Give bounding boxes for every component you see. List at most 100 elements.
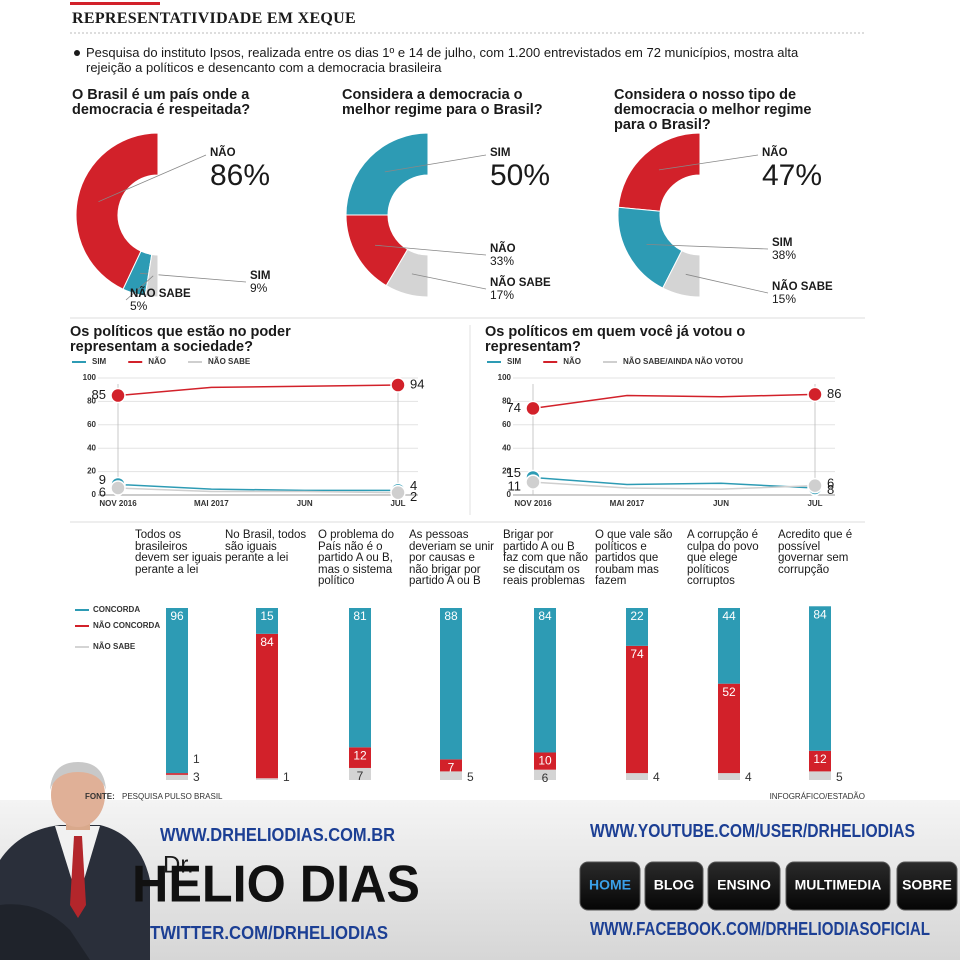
data-label: 12	[353, 748, 367, 762]
leader-line	[646, 243, 769, 250]
endpoint-marker	[390, 377, 406, 393]
bar-segment	[534, 769, 556, 780]
endpoint-marker	[525, 474, 541, 490]
y-tick-label: 20	[87, 467, 96, 476]
data-label: 8	[827, 482, 834, 497]
value-label: 17%	[490, 288, 514, 302]
y-tick-label: 40	[87, 443, 96, 452]
nav-label[interactable]: SOBRE	[902, 877, 952, 893]
nav-button[interactable]	[579, 861, 641, 911]
bar-segment	[809, 606, 831, 751]
data-label: 88	[444, 609, 458, 623]
category-label: No Brasil, todos são iguais perante a le…	[225, 529, 307, 564]
y-tick-label: 60	[87, 420, 96, 429]
bar-segment	[440, 771, 462, 780]
x-tick-label: JUL	[390, 499, 406, 508]
donut-segment	[662, 249, 701, 298]
category-label: NÃO	[490, 242, 516, 255]
nav-button[interactable]	[785, 861, 891, 911]
y-tick-label: 60	[502, 420, 511, 429]
data-label: 74	[630, 647, 644, 661]
data-label: 11	[508, 479, 522, 494]
portrait	[0, 762, 150, 960]
x-tick-label: MAI 2017	[609, 499, 645, 508]
category-label: Acredito que é possível governar sem cor…	[778, 529, 853, 576]
data-label: 2	[410, 489, 417, 504]
x-tick-label: NOV 2016	[99, 499, 137, 508]
category-label: As pessoas deveriam se unir por causas e…	[409, 529, 495, 587]
nav-label[interactable]: BLOG	[654, 877, 695, 893]
legend-label: NÃO	[148, 357, 166, 366]
bar-segment	[349, 747, 371, 768]
line-series	[117, 483, 398, 492]
category-label: O problema do País não é o partido A ou …	[318, 529, 395, 587]
category-label: NÃO SABE	[772, 280, 833, 293]
endpoint-marker	[525, 400, 541, 417]
donut-segment	[144, 253, 159, 298]
data-label: 7	[357, 769, 364, 783]
value-label: 9%	[250, 281, 268, 295]
donut-title: Considera o nosso tipo de democracia o m…	[614, 87, 812, 133]
category-label: Brigar por partido A ou B faz com que nã…	[503, 529, 589, 587]
category-label: SIM	[250, 270, 270, 282]
data-label: 6	[99, 484, 106, 499]
line-series	[117, 384, 399, 397]
source-text: PESQUISA PULSO BRASIL	[122, 792, 223, 801]
x-tick-label: JUL	[807, 499, 823, 508]
name-prefix: Dr.	[163, 851, 194, 878]
credit: INFOGRÁFICO/ESTADÃO	[770, 792, 865, 801]
legend-label: CONCORDA	[93, 605, 141, 614]
bar-segment	[534, 752, 556, 770]
y-tick-label: 80	[87, 397, 96, 406]
legend-label: NÃO SABE	[208, 357, 251, 366]
x-tick-label: JUN	[712, 499, 729, 508]
youtube-link: WWW.YOUTUBE.COM/USER/DRHELIODIAS	[590, 821, 915, 841]
donut-segment	[385, 248, 429, 298]
value-label: 33%	[490, 254, 514, 268]
endpoint-marker	[110, 387, 126, 404]
data-label: 6	[827, 475, 834, 490]
nav-button[interactable]	[707, 861, 781, 911]
legend-label: SIM	[92, 357, 107, 366]
category-label: NÃO	[210, 146, 236, 159]
bar-segment	[349, 608, 371, 748]
data-label: 4	[745, 770, 752, 784]
value-label: 38%	[772, 248, 796, 262]
category-label: SIM	[772, 237, 792, 249]
y-tick-label: 20	[502, 467, 511, 476]
data-label: 15	[260, 609, 274, 623]
name: HELIO DIAS	[132, 856, 420, 914]
nav-button[interactable]	[896, 861, 958, 911]
data-label: 9	[99, 472, 106, 487]
data-label: 85	[92, 387, 106, 402]
data-label: 12	[813, 752, 827, 766]
value-label: 50%	[490, 159, 550, 192]
endpoint-marker	[807, 386, 823, 403]
data-label: 84	[260, 635, 274, 649]
nav-label[interactable]: HOME	[589, 877, 631, 893]
category-label: SIM	[490, 147, 510, 159]
chart-title: Os políticos em quem você já votou o rep…	[485, 324, 746, 355]
endpoint-marker	[390, 484, 406, 501]
x-tick-label: JUN	[296, 499, 313, 508]
data-label: 6	[542, 771, 549, 785]
data-label: 52	[722, 685, 736, 699]
title: REPRESENTATIVIDADE EM XEQUE	[72, 10, 356, 27]
bar-segment	[349, 767, 371, 780]
nav-label[interactable]: MULTIMEDIA	[795, 877, 882, 893]
category-label: NÃO	[762, 146, 788, 159]
bar-segment	[166, 774, 188, 780]
data-label: 5	[467, 770, 474, 784]
category-label: O que vale são políticos e partidos que …	[595, 529, 673, 587]
nav-button[interactable]	[644, 861, 704, 911]
nav-label[interactable]: ENSINO	[717, 877, 771, 893]
data-label: 15	[507, 465, 521, 480]
data-label: 10	[538, 754, 552, 768]
data-label: 4	[410, 478, 417, 493]
y-tick-label: 100	[498, 373, 512, 382]
line-series	[532, 481, 816, 490]
y-tick-label: 80	[502, 397, 511, 406]
endpoint-marker	[110, 480, 126, 496]
data-label: 1	[283, 770, 290, 784]
